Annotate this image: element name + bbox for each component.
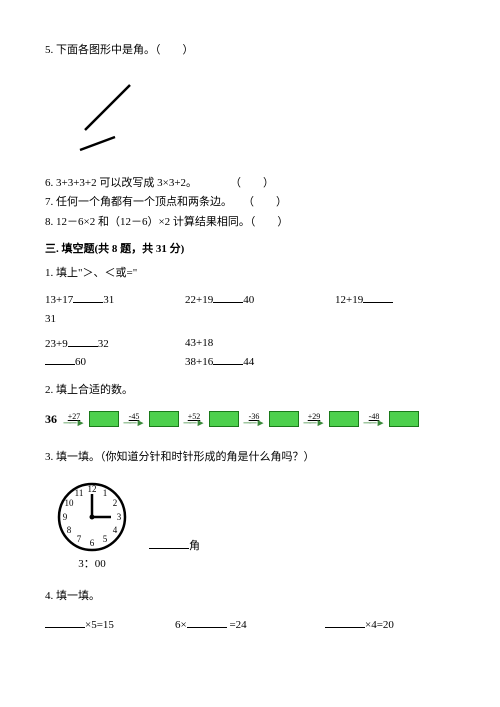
expr: 40 — [243, 294, 254, 306]
question-7: 7. 任何一个角都有一个顶点和两条边。 （ ） — [45, 194, 455, 212]
svg-text:8: 8 — [67, 525, 72, 535]
section-3-title: 三. 填空题(共 8 题，共 31 分) — [45, 241, 455, 259]
fill-blank[interactable] — [149, 537, 189, 549]
q3-1-row1: 13+17 31 22+19 40 12+19 — [45, 291, 455, 310]
expr: 44 — [243, 356, 254, 368]
angle-figure — [65, 75, 165, 165]
chain-arrow: +29──► — [299, 413, 329, 426]
chain-box[interactable] — [89, 411, 119, 427]
expr: 12+19 — [335, 294, 363, 306]
fill-blank[interactable] — [363, 291, 393, 303]
q3-4-title: 4. 填一填。 — [45, 588, 455, 606]
svg-text:2: 2 — [113, 498, 118, 508]
fill-blank[interactable] — [45, 616, 85, 628]
question-8: 8. 12－6×2 和（12－6）×2 计算结果相同。（ ） — [45, 214, 455, 232]
expr: 60 — [75, 356, 86, 368]
svg-text:3: 3 — [117, 512, 122, 522]
q3-2-title: 2. 填上合适的数。 — [45, 382, 455, 400]
svg-text:7: 7 — [77, 534, 82, 544]
clock-time: 3：00 — [55, 556, 129, 574]
svg-text:12: 12 — [88, 484, 97, 494]
fill-blank[interactable] — [45, 353, 75, 365]
q3-1-row3: 60 38+16 44 — [45, 353, 455, 372]
chain-arrow: +52──► — [179, 413, 209, 426]
svg-text:1: 1 — [103, 488, 108, 498]
q3-1-title: 1. 填上"＞、＜或=" — [45, 265, 455, 283]
chain-start: 36 — [45, 410, 57, 429]
svg-text:4: 4 — [113, 525, 118, 535]
chain-arrow: -48──► — [359, 413, 389, 426]
fill-blank[interactable] — [68, 335, 98, 347]
chain-box[interactable] — [209, 411, 239, 427]
expr: 23+9 — [45, 338, 68, 350]
svg-text:10: 10 — [65, 498, 75, 508]
q3-1-row1b: 31 — [45, 311, 455, 329]
question-6: 6. 3+3+3+2 可以改写成 3×3+2。 （ ） — [45, 175, 455, 193]
fill-blank[interactable] — [187, 616, 227, 628]
fill-blank[interactable] — [73, 291, 103, 303]
angle-suffix: 角 — [189, 540, 200, 552]
chain-box[interactable] — [269, 411, 299, 427]
expr: 22+19 — [185, 294, 213, 306]
chain-arrow: -45──► — [119, 413, 149, 426]
chain-box[interactable] — [149, 411, 179, 427]
expr: 32 — [98, 338, 109, 350]
chain-arrow: +27──► — [59, 413, 89, 426]
expr: 31 — [45, 313, 56, 325]
fill-blank[interactable] — [213, 291, 243, 303]
q3-1-row2: 23+9 32 43+18 — [45, 335, 455, 354]
fill-blank[interactable] — [325, 616, 365, 628]
svg-text:6: 6 — [90, 538, 95, 548]
expr: 6× — [175, 619, 187, 631]
svg-text:9: 9 — [63, 512, 68, 522]
question-5: 5. 下面各图形中是角。（ ） — [45, 42, 455, 60]
expr: 38+16 — [185, 356, 213, 368]
expr: 31 — [103, 294, 114, 306]
expr: 13+17 — [45, 294, 73, 306]
fill-blank[interactable] — [213, 353, 243, 365]
q3-4-row: ×5=15 6× =24 ×4=20 — [45, 616, 455, 635]
expr: ×4=20 — [365, 619, 394, 631]
expr: 43+18 — [185, 337, 213, 349]
clock-icon: 12 1 2 3 4 5 6 7 8 9 10 11 — [55, 480, 129, 554]
chain-box[interactable] — [329, 411, 359, 427]
chain-box[interactable] — [389, 411, 419, 427]
q3-3-title: 3. 填一填。（你知道分针和时针形成的角是什么角吗？） — [45, 449, 455, 467]
expr: ×5=15 — [85, 619, 114, 631]
svg-text:5: 5 — [103, 534, 108, 544]
clock-group: 12 1 2 3 4 5 6 7 8 9 10 11 3：00 角 — [55, 480, 455, 574]
expr: =24 — [229, 619, 246, 631]
svg-text:11: 11 — [75, 488, 84, 498]
number-chain: 36 +27──► -45──► +52──► -36──► +29──► -4… — [45, 410, 455, 429]
chain-arrow: -36──► — [239, 413, 269, 426]
